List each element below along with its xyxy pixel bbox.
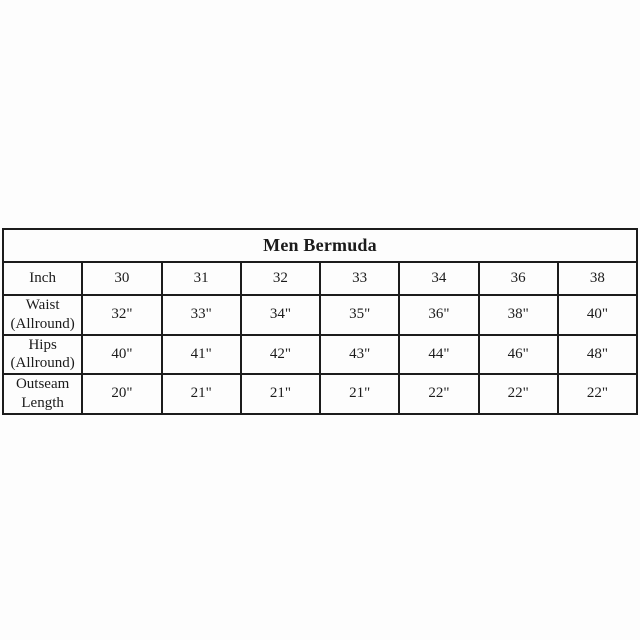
outseam-value: 20" [81,373,163,415]
waist-value: 40" [556,294,639,336]
inch-value: 33 [318,261,401,296]
table-row-inch: Inch 30 31 32 33 34 36 38 [1,261,639,296]
hips-value: 48" [556,333,639,375]
men-bermuda-size-chart: Men Bermuda Inch 30 31 32 33 34 36 38 Wa… [1,228,639,415]
row-header-outseam: Outseam Length [1,373,84,415]
hips-value: 42" [239,333,322,375]
waist-value: 35" [318,294,401,336]
table-row-hips: Hips (Allround) 40" 41" 42" 43" 44" 46" … [1,333,639,375]
inch-value: 34 [398,261,480,296]
outseam-value: 21" [160,373,242,415]
inch-value: 38 [556,261,639,296]
hips-value: 44" [398,333,480,375]
outseam-value: 22" [398,373,480,415]
outseam-value: 21" [318,373,401,415]
outseam-value: 21" [239,373,322,415]
table-title-row: Men Bermuda [2,228,638,263]
inch-value: 31 [160,261,242,296]
hips-value: 46" [477,333,559,375]
row-header-inch: Inch [1,261,84,296]
waist-value: 32" [81,294,163,336]
outseam-value: 22" [477,373,559,415]
inch-value: 32 [239,261,322,296]
waist-value: 36" [398,294,480,336]
row-header-waist: Waist (Allround) [1,294,84,336]
waist-value: 38" [477,294,559,336]
hips-value: 41" [160,333,242,375]
table-row-outseam: Outseam Length 20" 21" 21" 21" 22" 22" 2… [1,373,639,415]
row-header-hips: Hips (Allround) [1,333,84,375]
inch-value: 30 [81,261,163,296]
inch-value: 36 [477,261,559,296]
hips-value: 40" [81,333,163,375]
waist-value: 34" [239,294,322,336]
table-title: Men Bermuda [2,228,638,263]
waist-value: 33" [160,294,242,336]
hips-value: 43" [318,333,401,375]
outseam-value: 22" [556,373,639,415]
table-row-waist: Waist (Allround) 32" 33" 34" 35" 36" 38"… [1,294,639,336]
